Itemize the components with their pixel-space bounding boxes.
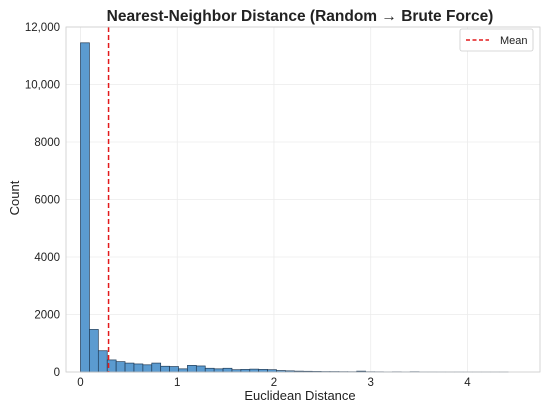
histogram-bar — [169, 366, 179, 373]
x-tick-label: 3 — [368, 377, 374, 389]
plot-frame — [65, 26, 541, 373]
legend: Mean — [459, 28, 534, 52]
histogram-bar — [160, 365, 170, 373]
y-tick-label: 6000 — [34, 195, 60, 207]
legend-box — [459, 28, 534, 52]
histogram-bar — [97, 350, 108, 373]
histogram-bar — [151, 362, 162, 373]
histogram-bar — [187, 365, 197, 373]
x-tick-label: 2 — [271, 377, 277, 389]
histogram-bar — [124, 362, 135, 373]
histogram-bar — [213, 368, 224, 373]
histogram-bar — [133, 363, 144, 373]
x-tick-label: 0 — [77, 377, 83, 389]
x-axis-label: Euclidean Distance — [244, 388, 355, 403]
histogram-bar — [80, 42, 90, 373]
histogram-bar — [115, 361, 126, 373]
y-tick-label: 12,000 — [25, 22, 60, 34]
histogram-bar — [195, 365, 206, 373]
axis-ticks: 0 1 2 3 4 0 2000 4000 6000 8000 10,000 12,000 — [25, 22, 471, 389]
histogram-bar — [89, 329, 99, 373]
y-tick-label: 8000 — [34, 137, 60, 149]
y-axis-label: Count — [7, 180, 22, 215]
y-tick-label: 0 — [54, 367, 60, 379]
x-tick-label: 4 — [464, 377, 471, 389]
histogram-bar — [178, 368, 188, 373]
chart-title: Nearest-Neighbor Distance (Random → Brut… — [107, 8, 494, 25]
x-tick-label: 1 — [174, 377, 180, 389]
y-tick-label: 4000 — [34, 252, 60, 264]
histogram-bars — [80, 42, 509, 373]
histogram-bar — [249, 368, 260, 373]
legend-mean-label: Mean — [500, 35, 528, 47]
histogram-bar — [222, 367, 233, 373]
histogram-bar — [142, 364, 153, 373]
histogram-bar — [204, 367, 215, 373]
y-tick-label: 10,000 — [25, 80, 60, 92]
grid-layer — [66, 26, 540, 373]
y-tick-label: 2000 — [34, 310, 60, 322]
